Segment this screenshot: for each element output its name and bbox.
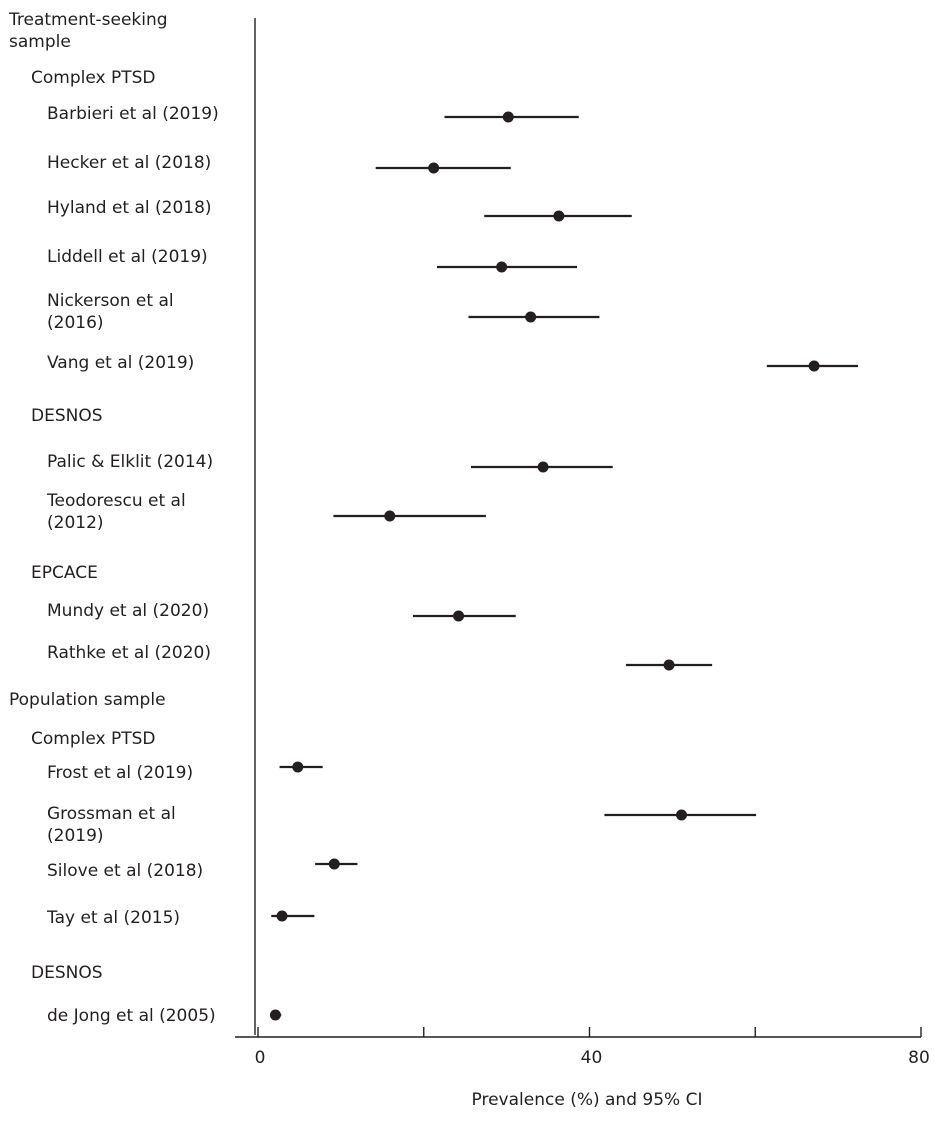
estimate-point — [537, 461, 549, 473]
estimate-point — [453, 610, 465, 622]
study-label: Barbieri et al (2019) — [47, 104, 219, 124]
estimate-point — [496, 261, 508, 273]
subgroup-label: DESNOS — [31, 406, 103, 426]
estimate-point — [292, 761, 304, 773]
study-label: Hyland et al (2018) — [47, 198, 212, 218]
subgroup-label: EPCACE — [31, 563, 98, 583]
subgroup-label: Complex PTSD — [31, 729, 156, 749]
estimate-point — [675, 809, 687, 821]
study-label: Rathke et al (2020) — [47, 643, 211, 663]
sample-group-label: Treatment-seeking sample — [9, 10, 168, 52]
study-label: Hecker et al (2018) — [47, 153, 212, 173]
estimate-point — [502, 111, 514, 123]
study-label: Frost et al (2019) — [47, 763, 194, 783]
study-label: Teodorescu et al (2012) — [47, 491, 186, 533]
estimate-point — [428, 162, 440, 174]
sample-group-label: Population sample — [9, 690, 166, 710]
study-label: de Jong et al (2005) — [47, 1006, 216, 1026]
study-label: Liddell et al (2019) — [47, 247, 208, 267]
x-axis-ticks — [257, 1027, 922, 1037]
x-tick-label: 80 — [908, 1048, 930, 1068]
subgroup-label: DESNOS — [31, 963, 103, 983]
estimate-point — [663, 659, 675, 671]
x-tick-label: 40 — [580, 1048, 603, 1068]
estimate-point — [525, 311, 537, 323]
subgroup-label: Complex PTSD — [31, 68, 156, 88]
study-label: Silove et al (2018) — [47, 861, 204, 881]
study-label: Vang et al (2019) — [47, 353, 195, 373]
study-label: Tay et al (2015) — [47, 908, 181, 928]
estimate-point — [276, 910, 288, 922]
x-axis-label: Prevalence (%) and 95% CI — [471, 1090, 703, 1110]
study-label: Palic & Elklit (2014) — [47, 452, 214, 472]
estimate-point — [808, 360, 820, 372]
estimate-point — [328, 858, 340, 870]
x-tick-label: 0 — [254, 1048, 266, 1068]
estimate-point — [553, 210, 565, 222]
estimate-point — [269, 1009, 281, 1021]
study-label: Grossman et al (2019) — [47, 804, 176, 846]
study-label: Mundy et al (2020) — [47, 601, 210, 621]
estimate-point — [384, 510, 396, 522]
study-label: Nickerson et al (2016) — [47, 291, 174, 333]
plot-marks — [269, 111, 859, 1021]
